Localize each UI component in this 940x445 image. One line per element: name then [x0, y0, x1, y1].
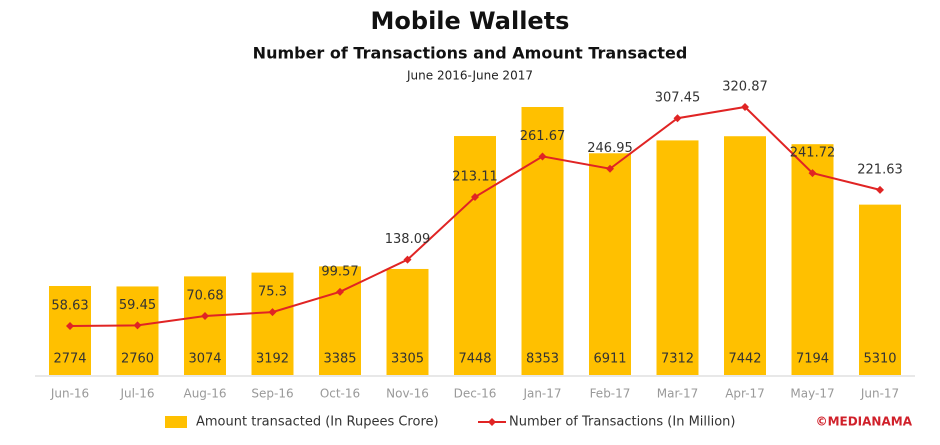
x-tick-label: Jan-17 — [522, 387, 561, 401]
chart-period: June 2016-June 2017 — [406, 69, 533, 83]
bar — [116, 286, 159, 375]
bar-value-label: 2774 — [53, 352, 86, 367]
line-value-label: 307.45 — [655, 91, 701, 106]
line-marker — [471, 193, 479, 202]
line-marker — [741, 103, 749, 111]
bar — [656, 140, 699, 375]
x-tick-label: Nov-16 — [386, 387, 429, 401]
legend-label: Amount transacted (In Rupees Crore) — [196, 415, 439, 430]
x-tick-label: Jun-16 — [50, 387, 89, 401]
bar — [386, 268, 429, 375]
bar-value-label: 2760 — [121, 352, 154, 367]
line-marker — [268, 308, 277, 317]
bar-value-label: 7442 — [728, 352, 761, 367]
line-value-label: 138.09 — [385, 232, 431, 247]
line-marker — [403, 255, 412, 264]
watermark: ©MEDIANAMA — [816, 415, 913, 429]
x-tick-label: May-17 — [790, 387, 834, 401]
line-marker — [133, 321, 142, 330]
line-marker — [606, 164, 614, 173]
bar-value-label: 3192 — [256, 352, 289, 367]
bar — [859, 204, 901, 375]
line-value-label: 213.11 — [452, 170, 498, 185]
bar — [521, 107, 564, 375]
line-value-label: 75.3 — [258, 285, 287, 300]
legend-swatch — [165, 416, 187, 428]
line-value-label: 246.95 — [587, 141, 633, 156]
bar-value-label: 7194 — [796, 352, 829, 367]
legend-label: Number of Transactions (In Million) — [509, 415, 736, 430]
bar-value-label: 3385 — [323, 352, 356, 367]
line-marker — [66, 322, 74, 331]
bar — [251, 272, 294, 375]
line-marker — [808, 169, 817, 178]
x-tick-label: Feb-17 — [590, 387, 631, 401]
bar-value-label: 7312 — [661, 352, 694, 367]
x-tick-label: Jul-16 — [119, 387, 154, 401]
bar — [791, 144, 834, 375]
x-tick-label: Dec-16 — [454, 387, 497, 401]
line-marker — [538, 152, 547, 161]
bar-value-label: 3305 — [391, 352, 424, 367]
bar — [724, 136, 766, 375]
line-value-label: 320.87 — [722, 80, 768, 95]
line-marker — [201, 311, 209, 320]
bar-value-label: 6911 — [593, 352, 626, 367]
bar-value-label: 7448 — [458, 352, 491, 367]
line-value-label: 261.67 — [520, 129, 566, 144]
bar — [184, 276, 226, 375]
line-value-label: 241.72 — [790, 146, 836, 161]
chart-subtitle: Number of Transactions and Amount Transa… — [253, 44, 688, 63]
chart-title: Mobile Wallets — [371, 7, 570, 35]
bar — [49, 285, 91, 375]
x-tick-label: Mar-17 — [657, 387, 698, 401]
line-value-label: 59.45 — [119, 298, 156, 313]
line-value-label: 70.68 — [186, 288, 223, 303]
bar — [454, 136, 496, 375]
x-tick-label: Aug-16 — [183, 387, 226, 401]
line-value-label: 221.63 — [857, 162, 903, 177]
line-marker — [673, 114, 682, 123]
line-value-label: 58.63 — [51, 299, 88, 314]
x-tick-label: Oct-16 — [320, 387, 360, 401]
bar — [589, 153, 631, 375]
line-value-label: 99.57 — [321, 264, 358, 279]
line-marker — [876, 185, 884, 194]
x-tick-label: Sep-16 — [251, 387, 293, 401]
line-marker — [336, 287, 344, 296]
x-tick-label: Apr-17 — [725, 387, 765, 401]
bar-value-label: 5310 — [863, 352, 896, 367]
x-tick-label: Jun-17 — [860, 387, 899, 401]
legend-marker — [488, 418, 496, 426]
bar-value-label: 8353 — [526, 352, 559, 367]
bar-value-label: 3074 — [188, 352, 221, 367]
